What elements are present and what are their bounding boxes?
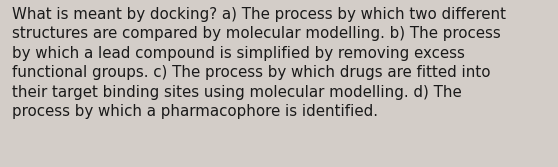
Text: What is meant by docking? a) The process by which two different
structures are c: What is meant by docking? a) The process… [12, 7, 506, 119]
